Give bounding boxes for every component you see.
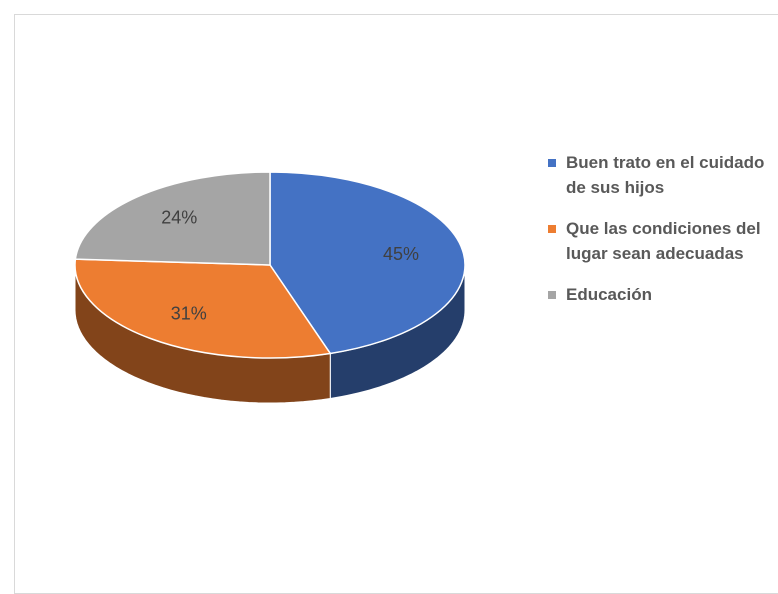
- legend-item: Educación: [548, 282, 768, 307]
- slice: [74, 258, 332, 359]
- slice: [74, 171, 271, 266]
- slice: [269, 171, 466, 355]
- legend: Buen trato en el cuidado de sus hijos Que…: [548, 150, 768, 323]
- legend-swatch: [548, 225, 556, 233]
- legend-item: Que las condiciones del lugar sean adecu…: [548, 216, 768, 266]
- legend-item: Buen trato en el cuidado de sus hijos: [548, 150, 768, 200]
- legend-label: Buen trato en el cuidado de sus hijos: [566, 153, 765, 197]
- data-label: 24%: [161, 208, 197, 228]
- data-label: 45%: [383, 244, 419, 264]
- legend-label: Que las condiciones del lugar sean adecu…: [566, 219, 761, 263]
- legend-label: Educación: [566, 285, 652, 304]
- data-label: 31%: [171, 304, 207, 324]
- legend-swatch: [548, 159, 556, 167]
- legend-swatch: [548, 291, 556, 299]
- chart: 45% 31% 24%: [74, 171, 466, 404]
- page: 45% 31% 24% Buen trato en el cuidado de su…: [14, 14, 778, 594]
